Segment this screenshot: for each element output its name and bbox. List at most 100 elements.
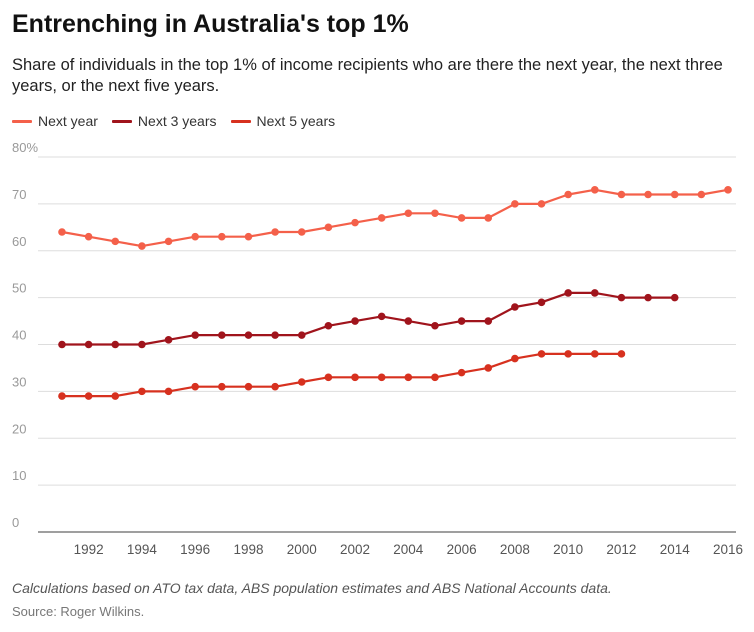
data-point-next-year (591, 186, 599, 194)
y-tick-label: 80% (12, 140, 38, 155)
data-point-next-3-years (457, 317, 466, 325)
data-point-next-5-years (404, 373, 413, 382)
data-point-next-3-years (111, 340, 120, 349)
data-point-next-5-years (537, 350, 546, 358)
data-point-next-year (111, 237, 120, 246)
y-tick-label: 20 (12, 421, 26, 436)
data-point-next-year (377, 214, 386, 222)
data-point-next-3-years (377, 312, 386, 321)
data-point-next-3-years (431, 321, 439, 330)
y-tick-label: 50 (12, 281, 26, 296)
legend-label-next-year: Next year (38, 113, 98, 129)
data-point-next-5-years (138, 387, 146, 396)
chart-subtitle: Share of individuals in the top 1% of in… (12, 56, 723, 95)
series-line-next-5-years (62, 352, 622, 398)
x-tick-label: 2010 (553, 542, 583, 557)
data-point-next-5-years (191, 382, 199, 391)
data-point-next-year (218, 232, 226, 241)
data-point-next-year (431, 209, 439, 218)
data-point-next-year (351, 218, 359, 227)
legend-label-next-5-years: Next 5 years (256, 113, 336, 129)
data-point-next-year (537, 200, 546, 208)
legend-swatch-next-year (12, 119, 32, 123)
y-tick-label: 30 (12, 374, 26, 389)
data-point-next-year (670, 190, 679, 199)
data-point-next-5-years (591, 350, 599, 358)
y-tick-label: 10 (12, 468, 26, 483)
data-point-next-3-years (191, 331, 199, 339)
data-point-next-year (564, 190, 572, 199)
data-point-next-year (58, 228, 66, 236)
data-point-next-5-years (58, 392, 66, 400)
series-line-next-3-years (62, 291, 675, 346)
data-point-next-5-years (511, 354, 519, 363)
x-tick-label: 2002 (340, 542, 370, 557)
data-point-next-5-years (297, 378, 306, 386)
data-point-next-3-years (644, 293, 652, 302)
data-point-next-5-years (617, 350, 626, 358)
x-tick-label: 1994 (127, 542, 158, 557)
x-tick-label: 1998 (233, 542, 263, 557)
legend-swatch-next-5-years (230, 119, 251, 123)
data-point-next-3-years (218, 331, 226, 339)
data-point-next-year (697, 190, 706, 199)
data-point-next-3-years (591, 289, 599, 297)
data-point-next-year (297, 228, 306, 236)
data-point-next-3-years (617, 293, 626, 302)
data-point-next-year (724, 186, 732, 194)
data-point-next-year (191, 232, 199, 241)
data-point-next-3-years (138, 340, 146, 349)
footnote: Calculations based on ATO tax data, ABS … (12, 580, 612, 596)
data-point-next-3-years (324, 321, 333, 330)
x-tick-label: 2004 (393, 542, 424, 557)
data-point-next-5-years (484, 364, 493, 372)
data-point-next-3-years (164, 336, 173, 344)
x-tick-label: 1992 (74, 542, 104, 557)
data-point-next-5-years (564, 350, 572, 358)
x-tick-label: 2012 (606, 542, 636, 557)
source-credit: Source: Roger Wilkins. (12, 604, 145, 619)
data-point-next-year (84, 232, 93, 241)
x-tick-label: 2006 (447, 542, 477, 557)
data-point-next-3-years (511, 303, 519, 311)
x-tick-label: 2014 (660, 542, 691, 557)
data-point-next-3-years (564, 289, 572, 297)
data-point-next-3-years (84, 340, 93, 349)
data-point-next-5-years (431, 373, 439, 382)
data-point-next-3-years (670, 293, 679, 302)
data-point-next-5-years (111, 392, 120, 400)
data-point-next-year (404, 209, 413, 218)
data-point-next-5-years (271, 382, 279, 391)
legend-item-next-3-years: Next 3 years (111, 113, 217, 129)
data-point-next-year (484, 214, 493, 222)
data-point-next-5-years (324, 373, 333, 382)
legend-swatch-next-3-years (111, 119, 132, 123)
y-tick-label: 70 (12, 187, 26, 202)
data-point-next-5-years (377, 373, 386, 382)
y-tick-label: 0 (12, 515, 19, 530)
legend: Next year Next 3 years Next 5 years (12, 113, 349, 129)
x-tick-label: 2008 (500, 542, 530, 557)
data-point-next-year (138, 242, 146, 250)
data-point-next-year (511, 200, 519, 208)
data-point-next-3-years (484, 317, 493, 325)
data-point-next-5-years (164, 387, 173, 396)
legend-label-next-3-years: Next 3 years (137, 113, 217, 129)
data-point-next-year (644, 190, 652, 199)
x-tick-label: 1996 (180, 542, 210, 557)
data-point-next-5-years (244, 382, 253, 391)
data-point-next-3-years (58, 340, 66, 349)
x-tick-label: 2016 (713, 542, 743, 557)
data-point-next-5-years (218, 382, 226, 391)
data-point-next-3-years (351, 317, 359, 325)
data-point-next-3-years (404, 317, 413, 325)
x-tick-label: 2000 (287, 542, 317, 557)
y-tick-label: 60 (12, 234, 26, 249)
data-point-next-3-years (537, 298, 546, 307)
legend-item-next-year: Next year (12, 113, 98, 129)
data-point-next-3-years (297, 331, 306, 339)
data-point-next-year (271, 228, 279, 236)
data-point-next-5-years (351, 373, 359, 382)
data-point-next-5-years (84, 392, 93, 400)
data-point-next-year (617, 190, 626, 199)
